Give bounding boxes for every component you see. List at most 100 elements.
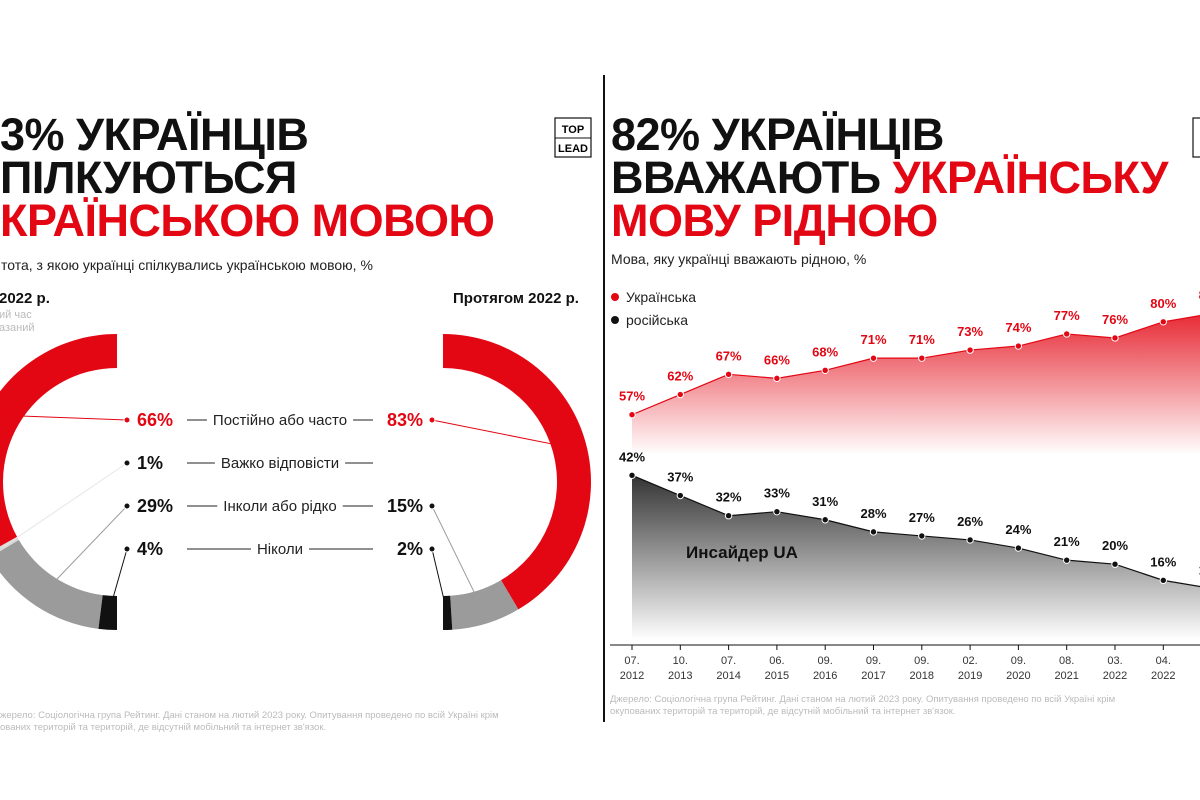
point — [1063, 330, 1071, 338]
title-text: КРАЇНСЬКОЮ МОВОЮ — [0, 195, 494, 246]
connector — [44, 505, 128, 592]
value-label: 73% — [957, 324, 983, 339]
caption: азаний — [0, 322, 35, 334]
value-label: 37% — [667, 470, 693, 485]
value-label: 68% — [812, 344, 838, 359]
watermark: Инсайдер UA — [686, 543, 798, 562]
value-label: 15% — [387, 496, 423, 516]
point — [918, 354, 926, 362]
title-text: 3% УКРАЇНЦІВ — [0, 109, 308, 160]
point — [773, 374, 781, 383]
value-label: 26% — [957, 514, 983, 529]
point — [1014, 342, 1023, 350]
connector — [431, 548, 448, 614]
x-tick-label: 03. 2022 — [1102, 655, 1128, 682]
title-line: ПІЛКУЮТЬСЯ — [0, 152, 297, 203]
value-label: 66% — [137, 410, 173, 430]
point — [1159, 318, 1168, 326]
connector — [4, 414, 128, 421]
value-label: 66% — [764, 352, 790, 367]
point — [821, 366, 829, 374]
value-label: 24% — [1005, 522, 1031, 537]
x-tick-label: 10. 2013 — [668, 655, 693, 682]
legend-dot — [611, 293, 619, 301]
point — [966, 346, 974, 354]
title-text: МОВУ РІДНОЮ — [611, 195, 938, 246]
legend-label: Українська — [626, 289, 696, 305]
subtitle: Мова, яку українці вважають рідною, % — [611, 251, 866, 267]
title-line: КРАЇНСЬКОЮ МОВОЮ — [0, 195, 494, 246]
x-tick-label: 09. 2016 — [812, 655, 838, 682]
title-text: 82% УКРАЇНЦІВ — [611, 109, 944, 160]
point — [1014, 544, 1023, 552]
source: Джерело: Соціологічна група Рейтинг. Дан… — [610, 694, 1115, 705]
category-label: Інколи або рідко — [223, 498, 336, 515]
point — [773, 507, 781, 516]
value-label: 27% — [909, 510, 935, 525]
value-label: 71% — [909, 332, 935, 347]
title-text: ВВАЖАЮТЬ — [611, 152, 893, 203]
donut-segment — [443, 334, 591, 610]
x-tick-label: 08. 2021 — [1054, 655, 1079, 682]
caption: ий час — [0, 309, 32, 321]
point — [1063, 556, 1071, 564]
donut-segment — [98, 595, 117, 630]
value-label: 21% — [1054, 534, 1080, 549]
donut-segment — [0, 536, 19, 552]
value-label: 80% — [1150, 296, 1176, 311]
value-label: 67% — [716, 348, 742, 363]
value-label: 14% — [1199, 562, 1200, 577]
category-label: Ніколи — [257, 541, 303, 558]
label-dot — [123, 459, 131, 467]
point — [628, 411, 636, 419]
value-label: 4% — [137, 539, 163, 559]
value-label: 1% — [137, 453, 163, 473]
label-dot — [123, 416, 131, 424]
source: жерело: Соціологічна група Рейтинг. Дані… — [0, 710, 499, 721]
donut-segment — [0, 334, 117, 547]
point — [1159, 576, 1168, 585]
point — [724, 512, 733, 520]
title-text: ПІЛКУЮТЬСЯ — [0, 152, 297, 203]
label-dot — [428, 416, 436, 424]
value-label: 74% — [1005, 320, 1031, 335]
point — [724, 370, 733, 379]
title-line: 3% УКРАЇНЦІВ — [0, 109, 308, 160]
value-label: 71% — [860, 332, 886, 347]
category-label: Важко відповісти — [221, 455, 339, 472]
value-label: 77% — [1054, 308, 1080, 323]
point — [966, 536, 974, 544]
x-tick-label: 09. 2017 — [861, 655, 886, 682]
point — [1111, 334, 1119, 342]
x-tick-label: 07. 2012 — [619, 655, 645, 682]
area-fill — [632, 475, 1200, 640]
value-label: 76% — [1102, 312, 1128, 327]
logo-text: TOP — [562, 124, 584, 136]
point — [628, 471, 636, 480]
label-dot — [428, 502, 436, 510]
value-label: 62% — [667, 369, 693, 384]
value-label: 57% — [619, 389, 645, 404]
x-tick-label: 04. 2022 — [1151, 655, 1176, 682]
label-dot — [123, 502, 131, 510]
source: ованих територій та територій, де відсут… — [0, 722, 326, 733]
title-line: МОВУ РІДНОЮ — [611, 195, 938, 246]
label-dot — [428, 545, 436, 553]
value-label: 82% — [1199, 288, 1200, 303]
title-line: 82% УКРАЇНЦІВ — [611, 109, 944, 160]
point — [869, 528, 878, 536]
donut-label: 2022 р. — [0, 290, 50, 307]
x-tick-label: 09. 2020 — [1006, 655, 1031, 682]
value-label: 42% — [619, 449, 645, 464]
source: окупованих територій та територій, де ві… — [610, 706, 956, 717]
value-label: 83% — [387, 410, 423, 430]
value-label: 32% — [716, 490, 742, 505]
donut-segment — [450, 580, 519, 630]
legend-dot — [611, 316, 619, 324]
donut-label: Протягом 2022 р. — [453, 290, 579, 307]
value-label: 29% — [137, 496, 173, 516]
value-label: 20% — [1102, 538, 1128, 553]
x-tick-label: 07. 2014 — [716, 655, 741, 682]
